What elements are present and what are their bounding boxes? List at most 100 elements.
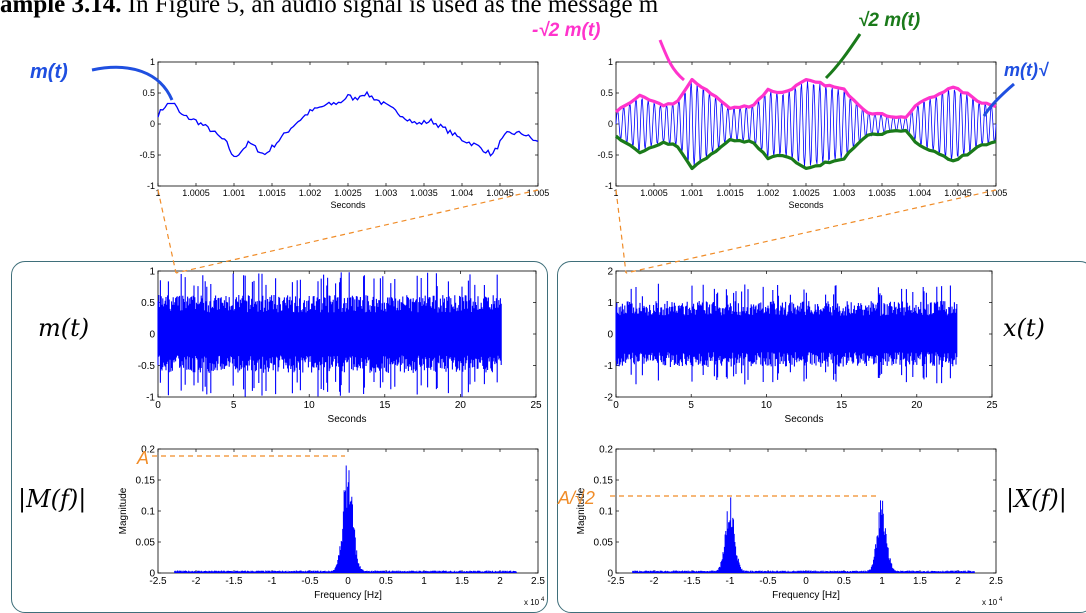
x-tick-label: 1.0045 (486, 188, 514, 198)
chart-spectrum-modulated: -2.5 -2 -1.5 -1 -0.5 0 0.5 1 1.5 2 2.5 0.2 0.15 0.1 0.… (576, 444, 1003, 606)
x-tick-label: 15 (836, 400, 848, 411)
y-tick-label: 0.15 (136, 475, 156, 486)
annotation-A-over-root2: A/√2 (557, 488, 595, 508)
x-tick-label: 1 (421, 576, 427, 587)
x-tick-label: 1.002 (757, 188, 780, 198)
y-tick-label: 0.5 (142, 88, 155, 98)
x-tick-label: 25 (986, 400, 998, 411)
x-tick-label: 1.002 (299, 188, 322, 198)
x-tick-label: 20 (911, 400, 923, 411)
y-tick-label: 2 (607, 266, 613, 277)
y-tick-label: 0.05 (136, 537, 156, 548)
envelope-negative (614, 77, 997, 120)
x-axis-label: Seconds (330, 200, 366, 210)
x-tick-label: 1.0045 (944, 188, 972, 198)
y-tick-label: 0.05 (594, 537, 614, 548)
y-tick-label: 0.2 (141, 444, 155, 455)
x-axis-multiplier-exponent: 4 (999, 597, 1003, 603)
x-tick-label: 1.5 (455, 576, 469, 587)
x-tick-label: -2 (650, 576, 659, 587)
x-tick-label: 1 (879, 576, 885, 587)
y-tick-label: -0.5 (597, 150, 613, 160)
y-tick-label: -0.5 (138, 361, 156, 372)
x-axis-multiplier: x 10 (982, 598, 998, 606)
annotation-mt-left: m(t) (30, 61, 68, 83)
annotation-mt-right: m(t)√ (1004, 60, 1049, 80)
y-tick-label: 0 (149, 329, 155, 340)
y-tick-label: 0 (608, 119, 613, 129)
y-axis-label: Magnitude (576, 487, 587, 534)
x-axis-label: Frequency [Hz] (772, 590, 840, 601)
annotation-neg-root2-mt: -√2 m(t) (532, 20, 600, 41)
y-tick-label: 0.1 (599, 506, 613, 517)
x-tick-label: 1.004 (909, 188, 932, 198)
y-tick-label: 0 (149, 568, 155, 579)
y-tick-label: 1 (607, 298, 613, 309)
x-tick-label: 0 (803, 576, 809, 587)
x-tick-label: -0.5 (759, 576, 777, 587)
x-tick-label: -1.5 (225, 576, 243, 587)
x-tick-label: 1.003 (833, 188, 856, 198)
series-spectrum-message (174, 465, 517, 573)
series-spectrum-modulated (632, 497, 975, 573)
x-tick-label: 1.005 (527, 188, 550, 198)
header-text: ample 3.14. In Figure 5, an audio signal… (0, 0, 658, 19)
label-X-f: |X(f)| (1006, 485, 1067, 513)
x-tick-label: 0.5 (379, 576, 393, 587)
y-tick-label: 0.2 (599, 444, 613, 455)
zoom-guide-right-1 (615, 189, 627, 274)
x-tick-label: -2.5 (607, 576, 625, 587)
x-tick-label: -1 (726, 576, 735, 587)
x-tick-label: 5 (688, 400, 694, 411)
y-tick-label: 1 (608, 57, 613, 67)
x-tick-label: 1.0025 (334, 188, 362, 198)
zoom-guide-left-1 (157, 189, 177, 274)
x-tick-label: 0 (155, 400, 161, 411)
x-tick-label: 1 (155, 188, 160, 198)
x-tick-label: 1.0005 (182, 188, 210, 198)
label-x-t: x(t) (1003, 314, 1045, 342)
y-tick-label: -0.5 (139, 150, 155, 160)
x-tick-label: 1.0025 (792, 188, 820, 198)
annotation-pos-root2-mt: √2 m(t) (858, 10, 920, 31)
chart-zoom-modulated: 1 1.0005 1.001 1.0015 1.002 1.0025 1.003 1.0035… (597, 57, 1007, 210)
x-tick-label: 1.5 (913, 576, 927, 587)
y-tick-label: 1 (150, 57, 155, 67)
x-tick-label: -2 (192, 576, 201, 587)
x-tick-label: 20 (455, 400, 467, 411)
annotation-A: A (136, 448, 149, 468)
y-tick-label: 0.15 (594, 475, 614, 486)
x-axis-label: Seconds (328, 414, 367, 425)
header-rest: In Figure 5, an audio signal is used as … (121, 0, 659, 18)
x-tick-label: -2.5 (149, 576, 167, 587)
y-tick-label: 0 (607, 329, 613, 340)
y-tick-label: 0.1 (141, 506, 155, 517)
x-tick-label: 2.5 (531, 576, 545, 587)
plot-frame (157, 61, 539, 187)
header-bold: ample 3.14. (0, 0, 122, 18)
y-axis-label: Magnitude (118, 487, 129, 534)
series-full-message (157, 272, 502, 397)
arrow-mt-right (982, 82, 1015, 117)
y-tick-label: -2 (604, 392, 613, 403)
y-tick-label: -1 (605, 181, 613, 191)
y-tick-label: -1 (147, 181, 155, 191)
label-m-t: m(t) (38, 314, 90, 342)
x-tick-label: -1.5 (683, 576, 701, 587)
arrow-mt-left (91, 65, 174, 101)
annotation-text-layer: m(t) -√2 m(t) √2 m(t) m(t)√ A A/√2 (30, 10, 1049, 508)
y-tick-label: 0.5 (141, 298, 155, 309)
x-tick-label: 0 (613, 400, 619, 411)
x-tick-label: 1.004 (451, 188, 474, 198)
x-axis-multiplier: x 10 (524, 598, 540, 606)
x-tick-label: -0.5 (301, 576, 319, 587)
x-tick-label: 25 (530, 400, 542, 411)
x-axis-multiplier-exponent: 4 (541, 597, 545, 603)
zoom-guide-left-2 (175, 189, 539, 274)
y-tick-label: 0.5 (600, 88, 613, 98)
x-tick-label: 1.001 (681, 188, 704, 198)
y-tick-label: -1 (604, 361, 613, 372)
x-tick-label: 5 (231, 400, 237, 411)
series-full-modulated (615, 283, 958, 385)
